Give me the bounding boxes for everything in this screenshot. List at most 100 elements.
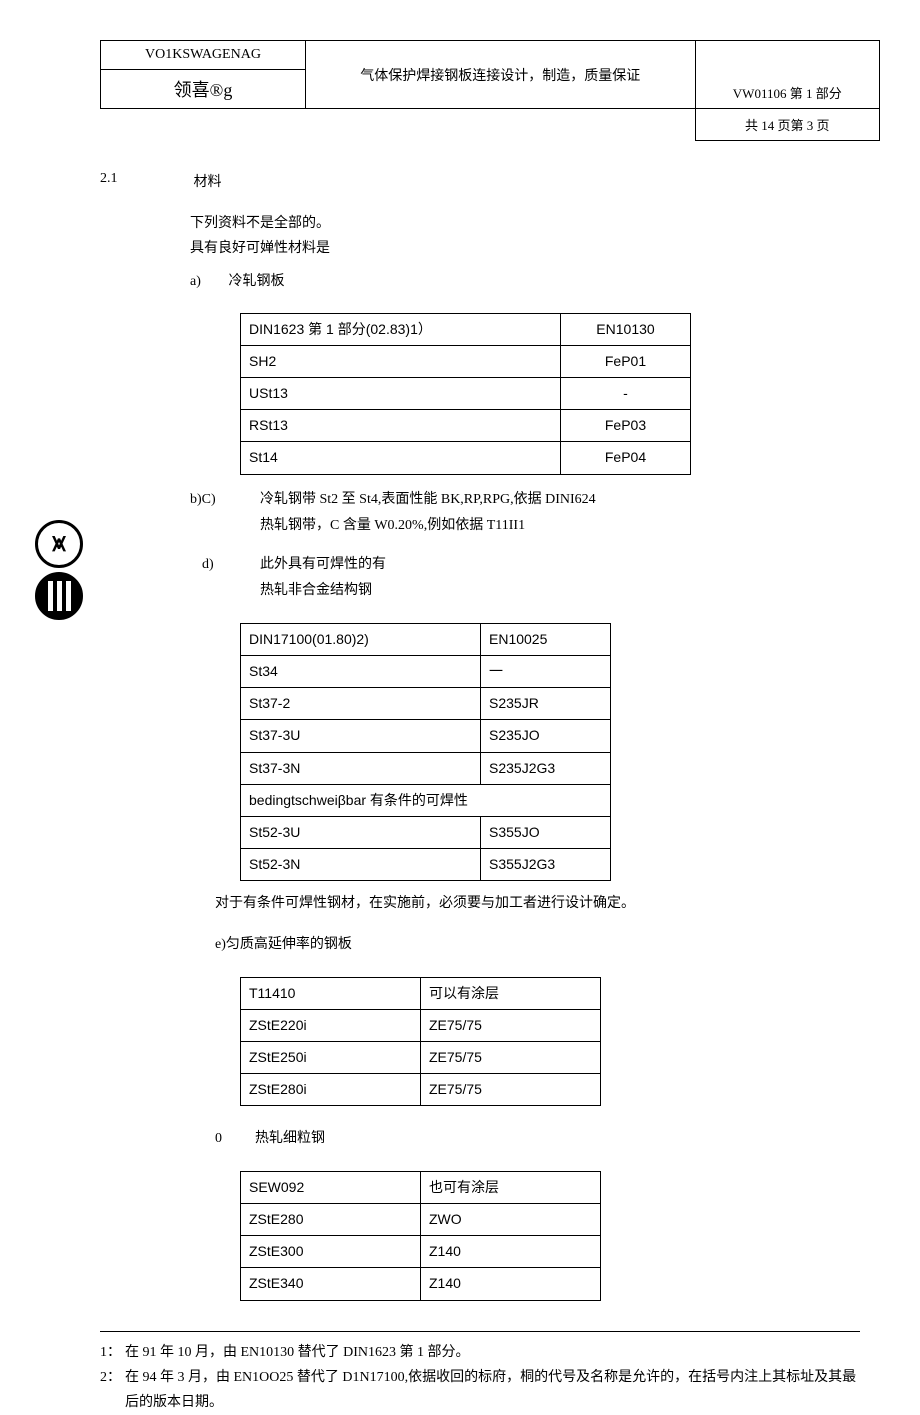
table-cell: DIN1623 第 1 部分(02.83)1）	[241, 313, 561, 345]
table-cell: ZWO	[421, 1204, 601, 1236]
table-row: DIN17100(01.80)2)EN10025	[241, 623, 611, 655]
fn1-num: 1：	[100, 1340, 125, 1365]
table-row: DIN1623 第 1 部分(02.83)1）EN10130	[241, 313, 691, 345]
item-0-label: 0	[215, 1126, 255, 1153]
table-cell: St14	[241, 442, 561, 474]
table-row: St52-3US355JO	[241, 817, 611, 849]
doc-title-cell: 气体保护焊接钢板连接设计，制造，质量保证	[306, 41, 696, 109]
table-3: T11410可以有涂层ZStE220iZE75/75ZStE250iZE75/7…	[240, 977, 601, 1107]
fn2-num: 2：	[100, 1365, 125, 1415]
doc-num: VW01106 第 1 部分	[733, 86, 842, 101]
table-cell: St37-2	[241, 688, 481, 720]
table-cell: ZStE250i	[241, 1041, 421, 1073]
table-row: St52-3NS355J2G3	[241, 849, 611, 881]
table-cell: USt13	[241, 377, 561, 409]
table-row: ZStE280ZWO	[241, 1204, 601, 1236]
table-row: RSt13FeP03	[241, 410, 691, 442]
table-row: ZStE280iZE75/75	[241, 1074, 601, 1106]
table-cell: Z140	[421, 1268, 601, 1300]
table-cell: 也可有涂层	[421, 1171, 601, 1203]
side-logos: ⩙	[35, 520, 83, 620]
table-cell: -	[561, 377, 691, 409]
table-cell: S235JR	[481, 688, 611, 720]
footnotes: 1： 在 91 年 10 月，由 EN10130 替代了 DIN1623 第 1…	[100, 1331, 860, 1415]
vw-logo-icon: ⩙	[35, 520, 83, 568]
table-cell: St37-3U	[241, 720, 481, 752]
table-cell: 一	[481, 656, 611, 688]
table-cell: S235JO	[481, 720, 611, 752]
company-name: VO1KSWAGENAG	[145, 47, 261, 62]
table-cell: T11410	[241, 977, 421, 1009]
footnote-2: 2： 在 94 年 3 月，由 EN1OO25 替代了 D1N17100,依据收…	[100, 1365, 860, 1415]
table-cell: EN10130	[561, 313, 691, 345]
table-cell: FeP04	[561, 442, 691, 474]
page-info: 共 14 页第 3 页	[745, 118, 830, 133]
table-cell: FeP01	[561, 345, 691, 377]
page-info-cell: 共 14 页第 3 页	[695, 109, 880, 141]
table-cell: FeP03	[561, 410, 691, 442]
table-cell: St52-3U	[241, 817, 481, 849]
table-cell: EN10025	[481, 623, 611, 655]
item-0-text: 热轧细粒钢	[255, 1126, 880, 1153]
item-bc-line2: 热轧钢带，C 含量 W0.20%,例如依据 T11II1	[260, 513, 880, 540]
footnote-1: 1： 在 91 年 10 月，由 EN10130 替代了 DIN1623 第 1…	[100, 1340, 860, 1365]
table-2: DIN17100(01.80)2)EN10025St34一St37-2S235J…	[240, 623, 611, 882]
bars-logo-icon	[35, 572, 83, 620]
table-row: St37-3US235JO	[241, 720, 611, 752]
doc-title: 气体保护焊接钢板连接设计，制造，质量保证	[360, 69, 640, 84]
item-d-line1: 此外具有可焊性的有	[260, 552, 880, 579]
table-cell: St52-3N	[241, 849, 481, 881]
table-row: St37-3NS235J2G3	[241, 752, 611, 784]
table-row: T11410可以有涂层	[241, 977, 601, 1009]
table-row: ZStE250iZE75/75	[241, 1041, 601, 1073]
item-d: d) 此外具有可焊性的有 热轧非合金结构钢	[190, 552, 880, 605]
table-cell: ZStE280i	[241, 1074, 421, 1106]
table-1: DIN1623 第 1 部分(02.83)1）EN10130SH2FeP01US…	[240, 313, 691, 475]
table-cell: RSt13	[241, 410, 561, 442]
item-a-label: a)	[190, 269, 225, 294]
table-cell: ZE75/75	[421, 1009, 601, 1041]
header-table: VO1KSWAGENAG 气体保护焊接钢板连接设计，制造，质量保证 VW0110…	[100, 40, 880, 141]
table-cell: SEW092	[241, 1171, 421, 1203]
note-after-table2: 对于有条件可焊性钢材，在实施前，必须要与加工者进行设计确定。	[215, 891, 880, 918]
table-row: bedingtschweiβbar 有条件的可焊性	[241, 784, 611, 816]
table-cell: St37-3N	[241, 752, 481, 784]
table-4: SEW092也可有涂层ZStE280ZWOZStE300Z140ZStE340Z…	[240, 1171, 601, 1301]
section-heading: 2.1 材料	[100, 171, 880, 191]
item-bc: b)C) 冷轧钢带 St2 至 St4,表面性能 BK,RP,RPG,依据 DI…	[190, 487, 880, 540]
table-row: St14FeP04	[241, 442, 691, 474]
table-row: St34一	[241, 656, 611, 688]
table-cell: St34	[241, 656, 481, 688]
table-row: ZStE340Z140	[241, 1268, 601, 1300]
table-cell: ZE75/75	[421, 1041, 601, 1073]
table-cell: bedingtschweiβbar 有条件的可焊性	[241, 784, 611, 816]
item-a-text: 冷轧钢板	[229, 274, 285, 289]
table-cell: SH2	[241, 345, 561, 377]
section-num: 2.1	[100, 171, 190, 187]
table-row: ZStE220iZE75/75	[241, 1009, 601, 1041]
table-cell: ZStE340	[241, 1268, 421, 1300]
item-bc-label: b)C)	[190, 487, 260, 540]
company-cell: VO1KSWAGENAG	[101, 41, 306, 70]
table-cell: 可以有涂层	[421, 977, 601, 1009]
table-cell: S235J2G3	[481, 752, 611, 784]
table-cell: Z140	[421, 1236, 601, 1268]
item-0: 0 热轧细粒钢	[215, 1126, 880, 1153]
table-cell: ZStE280	[241, 1204, 421, 1236]
table-row: USt13-	[241, 377, 691, 409]
fn1-text: 在 91 年 10 月，由 EN10130 替代了 DIN1623 第 1 部分…	[125, 1340, 860, 1365]
item-e: e)匀质高延伸率的钢板	[215, 932, 880, 959]
item-d-line2: 热轧非合金结构钢	[260, 578, 880, 605]
brand-cell: 领喜®g	[101, 70, 306, 109]
table-cell: ZStE220i	[241, 1009, 421, 1041]
item-a: a) 冷轧钢板	[190, 269, 880, 294]
fn2-text: 在 94 年 3 月，由 EN1OO25 替代了 D1N17100,依据收回的标…	[125, 1365, 860, 1415]
table-cell: ZStE300	[241, 1236, 421, 1268]
table-cell: ZE75/75	[421, 1074, 601, 1106]
section-title: 材料	[194, 171, 222, 191]
table-row: SH2FeP01	[241, 345, 691, 377]
item-d-label: d)	[190, 552, 260, 605]
intro-line2: 具有良好可婵性材料是	[190, 236, 880, 261]
table-row: St37-2S235JR	[241, 688, 611, 720]
table-cell: S355JO	[481, 817, 611, 849]
